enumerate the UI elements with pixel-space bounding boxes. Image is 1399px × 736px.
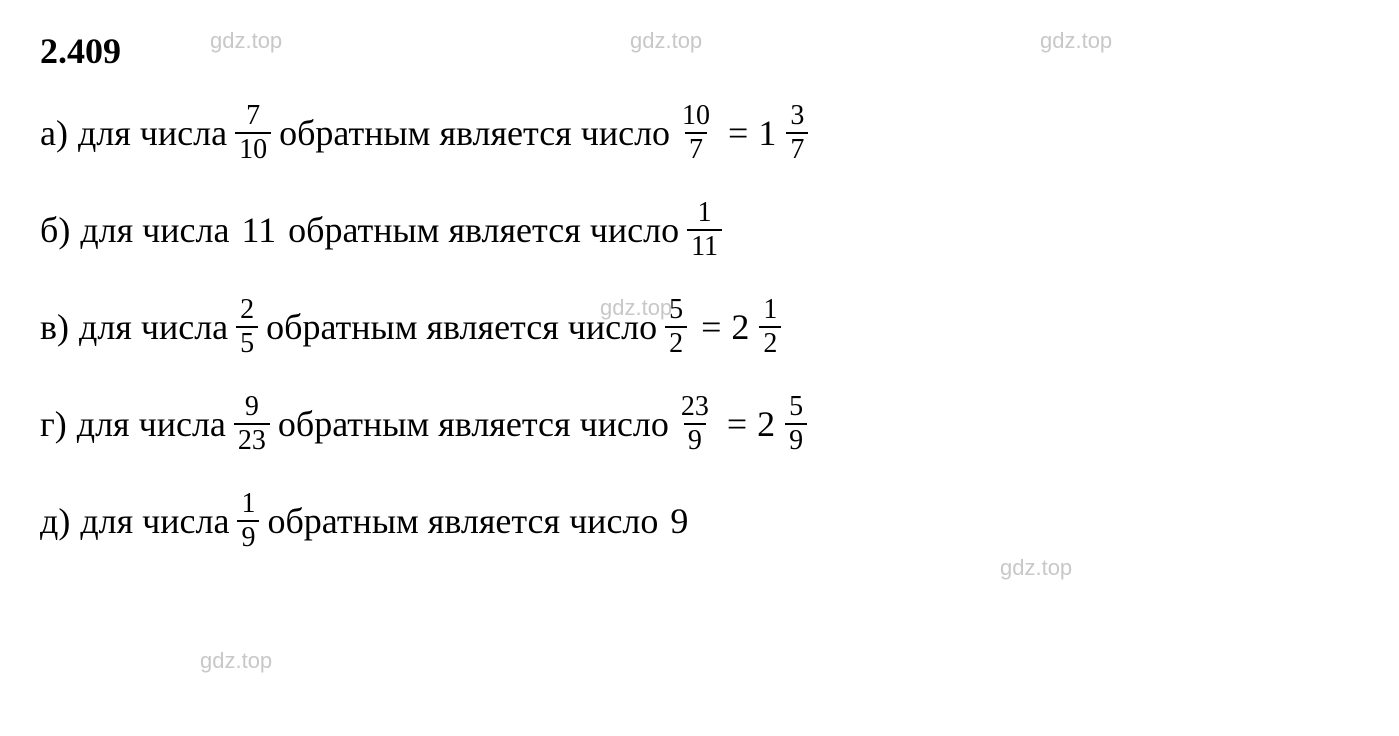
mixed-a-whole: 1 bbox=[758, 112, 776, 154]
label-b: б) bbox=[40, 209, 70, 251]
label-e: д) bbox=[40, 500, 70, 542]
equals-d: = bbox=[727, 403, 747, 445]
text-mid-a: обратным является число bbox=[279, 112, 670, 154]
mixed-d-whole: 2 bbox=[757, 403, 775, 445]
frac-c-1: 2 5 bbox=[236, 296, 258, 358]
frac-d-2: 23 9 bbox=[677, 393, 713, 455]
mixed-d-frac: 5 9 bbox=[785, 393, 807, 455]
frac-a-1-num: 7 bbox=[242, 102, 264, 132]
text-mid-e: обратным является число bbox=[267, 500, 658, 542]
frac-d-2-num: 23 bbox=[677, 393, 713, 423]
frac-d-1-den: 23 bbox=[234, 423, 270, 455]
equals-c: = bbox=[701, 306, 721, 348]
frac-b-2: 1 11 bbox=[687, 199, 722, 261]
frac-d-1-num: 9 bbox=[241, 393, 263, 423]
text-mid-c: обратным является число bbox=[266, 306, 657, 348]
frac-c-2-den: 2 bbox=[665, 326, 687, 358]
line-e: д) для числа 1 9 обратным является число… bbox=[40, 490, 1359, 552]
text-before-a: для числа bbox=[78, 112, 227, 154]
label-c: в) bbox=[40, 306, 69, 348]
mixed-d-den: 9 bbox=[785, 423, 807, 455]
number-b: 11 bbox=[241, 209, 276, 251]
frac-a-2: 10 7 bbox=[678, 102, 714, 164]
frac-e-1: 1 9 bbox=[237, 490, 259, 552]
mixed-a-den: 7 bbox=[786, 132, 808, 164]
text-before-b: для числа bbox=[80, 209, 229, 251]
watermark: gdz.top bbox=[200, 648, 272, 674]
mixed-c-den: 2 bbox=[759, 326, 781, 358]
mixed-d-num: 5 bbox=[785, 393, 807, 423]
frac-c-1-num: 2 bbox=[236, 296, 258, 326]
text-before-e: для числа bbox=[80, 500, 229, 542]
frac-d-2-den: 9 bbox=[684, 423, 706, 455]
watermark: gdz.top bbox=[1000, 555, 1072, 581]
frac-b-2-num: 1 bbox=[694, 199, 716, 229]
frac-c-1-den: 5 bbox=[236, 326, 258, 358]
text-before-c: для числа bbox=[79, 306, 228, 348]
frac-c-2-num: 5 bbox=[665, 296, 687, 326]
frac-e-1-num: 1 bbox=[237, 490, 259, 520]
mixed-c-frac: 1 2 bbox=[759, 296, 781, 358]
mixed-a-num: 3 bbox=[786, 102, 808, 132]
text-before-d: для числа bbox=[77, 403, 226, 445]
mixed-c: 2 1 2 bbox=[731, 296, 789, 358]
line-d: г) для числа 9 23 обратным является числ… bbox=[40, 393, 1359, 455]
frac-a-2-den: 7 bbox=[685, 132, 707, 164]
frac-a-1: 7 10 bbox=[235, 102, 271, 164]
label-d: г) bbox=[40, 403, 67, 445]
mixed-c-whole: 2 bbox=[731, 306, 749, 348]
problem-number: 2.409 bbox=[40, 30, 1359, 72]
text-mid-b: обратным является число bbox=[288, 209, 679, 251]
line-a: а) для числа 7 10 обратным является числ… bbox=[40, 102, 1359, 164]
equals-a: = bbox=[728, 112, 748, 154]
frac-d-1: 9 23 bbox=[234, 393, 270, 455]
mixed-c-num: 1 bbox=[759, 296, 781, 326]
mixed-a-frac: 3 7 bbox=[786, 102, 808, 164]
label-a: а) bbox=[40, 112, 68, 154]
mixed-a: 1 3 7 bbox=[758, 102, 816, 164]
number-result-e: 9 bbox=[670, 500, 688, 542]
line-c: в) для числа 2 5 обратным является число… bbox=[40, 296, 1359, 358]
text-mid-d: обратным является число bbox=[278, 403, 669, 445]
frac-e-1-den: 9 bbox=[237, 520, 259, 552]
frac-a-2-num: 10 bbox=[678, 102, 714, 132]
frac-b-2-den: 11 bbox=[687, 229, 722, 261]
mixed-d: 2 5 9 bbox=[757, 393, 815, 455]
line-b: б) для числа 11 обратным является число … bbox=[40, 199, 1359, 261]
frac-a-1-den: 10 bbox=[235, 132, 271, 164]
frac-c-2: 5 2 bbox=[665, 296, 687, 358]
